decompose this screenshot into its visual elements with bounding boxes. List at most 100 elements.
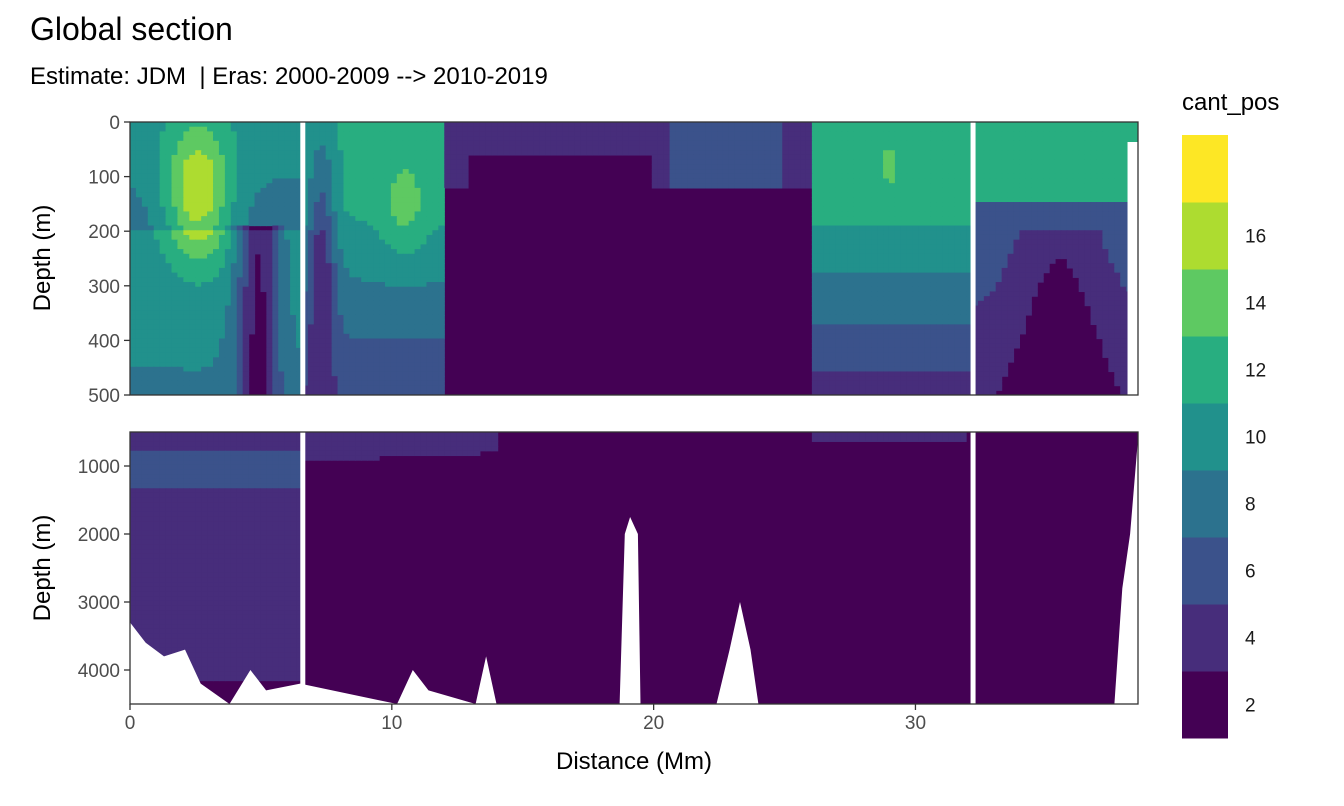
field-cell — [746, 145, 754, 151]
field-cell — [776, 140, 783, 147]
field-cell — [847, 197, 854, 203]
field-cell — [651, 159, 659, 165]
field-cell — [1090, 211, 1098, 217]
field-cell — [349, 300, 356, 307]
field-cell — [307, 136, 315, 142]
field-cell — [390, 178, 398, 184]
field-cell — [213, 234, 220, 241]
field-cell — [847, 277, 854, 283]
field-cell — [456, 154, 463, 161]
field-cell — [966, 150, 973, 156]
field-cell — [865, 310, 872, 316]
field-cell — [254, 183, 262, 189]
field-cell — [847, 164, 854, 170]
field-cell — [687, 140, 694, 147]
field-cell — [995, 159, 1003, 165]
field-cell — [1072, 145, 1080, 151]
field-cell — [343, 164, 350, 170]
field-cell — [189, 225, 196, 231]
field-cell — [948, 286, 955, 293]
field-cell — [379, 164, 386, 170]
field-cell — [776, 173, 783, 180]
field-cell — [248, 296, 256, 302]
field-cell — [284, 267, 291, 274]
field-cell — [1102, 239, 1109, 245]
field-cell — [189, 202, 196, 208]
field-cell — [924, 126, 932, 133]
field-cell — [1054, 249, 1062, 255]
field-cell — [1090, 164, 1098, 170]
field-cell — [153, 225, 161, 231]
field-cell — [278, 282, 285, 288]
field-cell — [669, 159, 677, 165]
field-cell — [1043, 202, 1050, 208]
field-cell — [426, 173, 433, 180]
field-cell — [432, 277, 439, 283]
field-cell — [853, 169, 860, 175]
field-cell — [966, 286, 973, 293]
field-cell — [331, 239, 339, 245]
field-cell — [829, 154, 837, 161]
field-cell — [871, 122, 878, 128]
field-cell — [189, 220, 196, 227]
field-cell — [912, 282, 920, 288]
field-cell — [165, 140, 173, 147]
field-cell — [373, 211, 380, 217]
field-cell — [284, 230, 291, 236]
field-cell — [402, 277, 410, 283]
field-cell — [426, 272, 433, 278]
field-cell — [823, 187, 831, 194]
field-cell — [1043, 267, 1050, 274]
field-cell — [1114, 220, 1121, 227]
field-cell — [930, 173, 937, 180]
field-cell — [823, 197, 831, 203]
field-cell — [942, 140, 949, 147]
field-cell — [171, 122, 179, 128]
field-cell — [794, 150, 801, 156]
field-cell — [130, 150, 137, 156]
field-cell — [847, 169, 854, 175]
field-cell — [278, 310, 285, 316]
field-cell — [728, 126, 736, 133]
field-cell — [313, 216, 321, 222]
field-cell — [871, 296, 878, 302]
field-cell — [954, 286, 961, 293]
field-cell — [272, 178, 279, 184]
field-cell — [1019, 173, 1026, 180]
field-cell — [1114, 291, 1121, 297]
field-cell — [675, 159, 683, 165]
field-cell — [1108, 267, 1115, 274]
field-cell — [171, 197, 179, 203]
field-cell — [1031, 230, 1038, 236]
field-cell — [159, 305, 167, 311]
field-cell — [319, 206, 327, 213]
field-cell — [1013, 310, 1021, 316]
field-cell — [224, 239, 232, 245]
field-cell — [414, 282, 422, 288]
field-cell — [213, 220, 220, 227]
field-cell — [746, 173, 754, 180]
field-cell — [918, 154, 926, 161]
field-cell — [681, 169, 688, 175]
field-cell — [717, 131, 724, 137]
field-cell — [141, 140, 149, 147]
field-cell — [1049, 192, 1056, 198]
field-cell — [266, 187, 273, 194]
field-cell — [811, 183, 819, 189]
field-cell — [1013, 211, 1021, 217]
field-cell — [930, 140, 937, 147]
field-cell — [942, 277, 949, 283]
field-cell — [414, 249, 422, 255]
field-cell — [711, 159, 718, 165]
field-cell — [859, 197, 866, 203]
field-cell — [438, 145, 445, 151]
field-cell — [954, 211, 961, 217]
field-cell — [195, 192, 202, 198]
field-cell — [924, 244, 932, 250]
field-cell — [628, 122, 635, 128]
field-cell — [236, 150, 244, 156]
field-cell — [248, 206, 256, 213]
field-cell — [859, 122, 866, 128]
field-cell — [657, 173, 665, 180]
field-cell — [1049, 183, 1056, 189]
